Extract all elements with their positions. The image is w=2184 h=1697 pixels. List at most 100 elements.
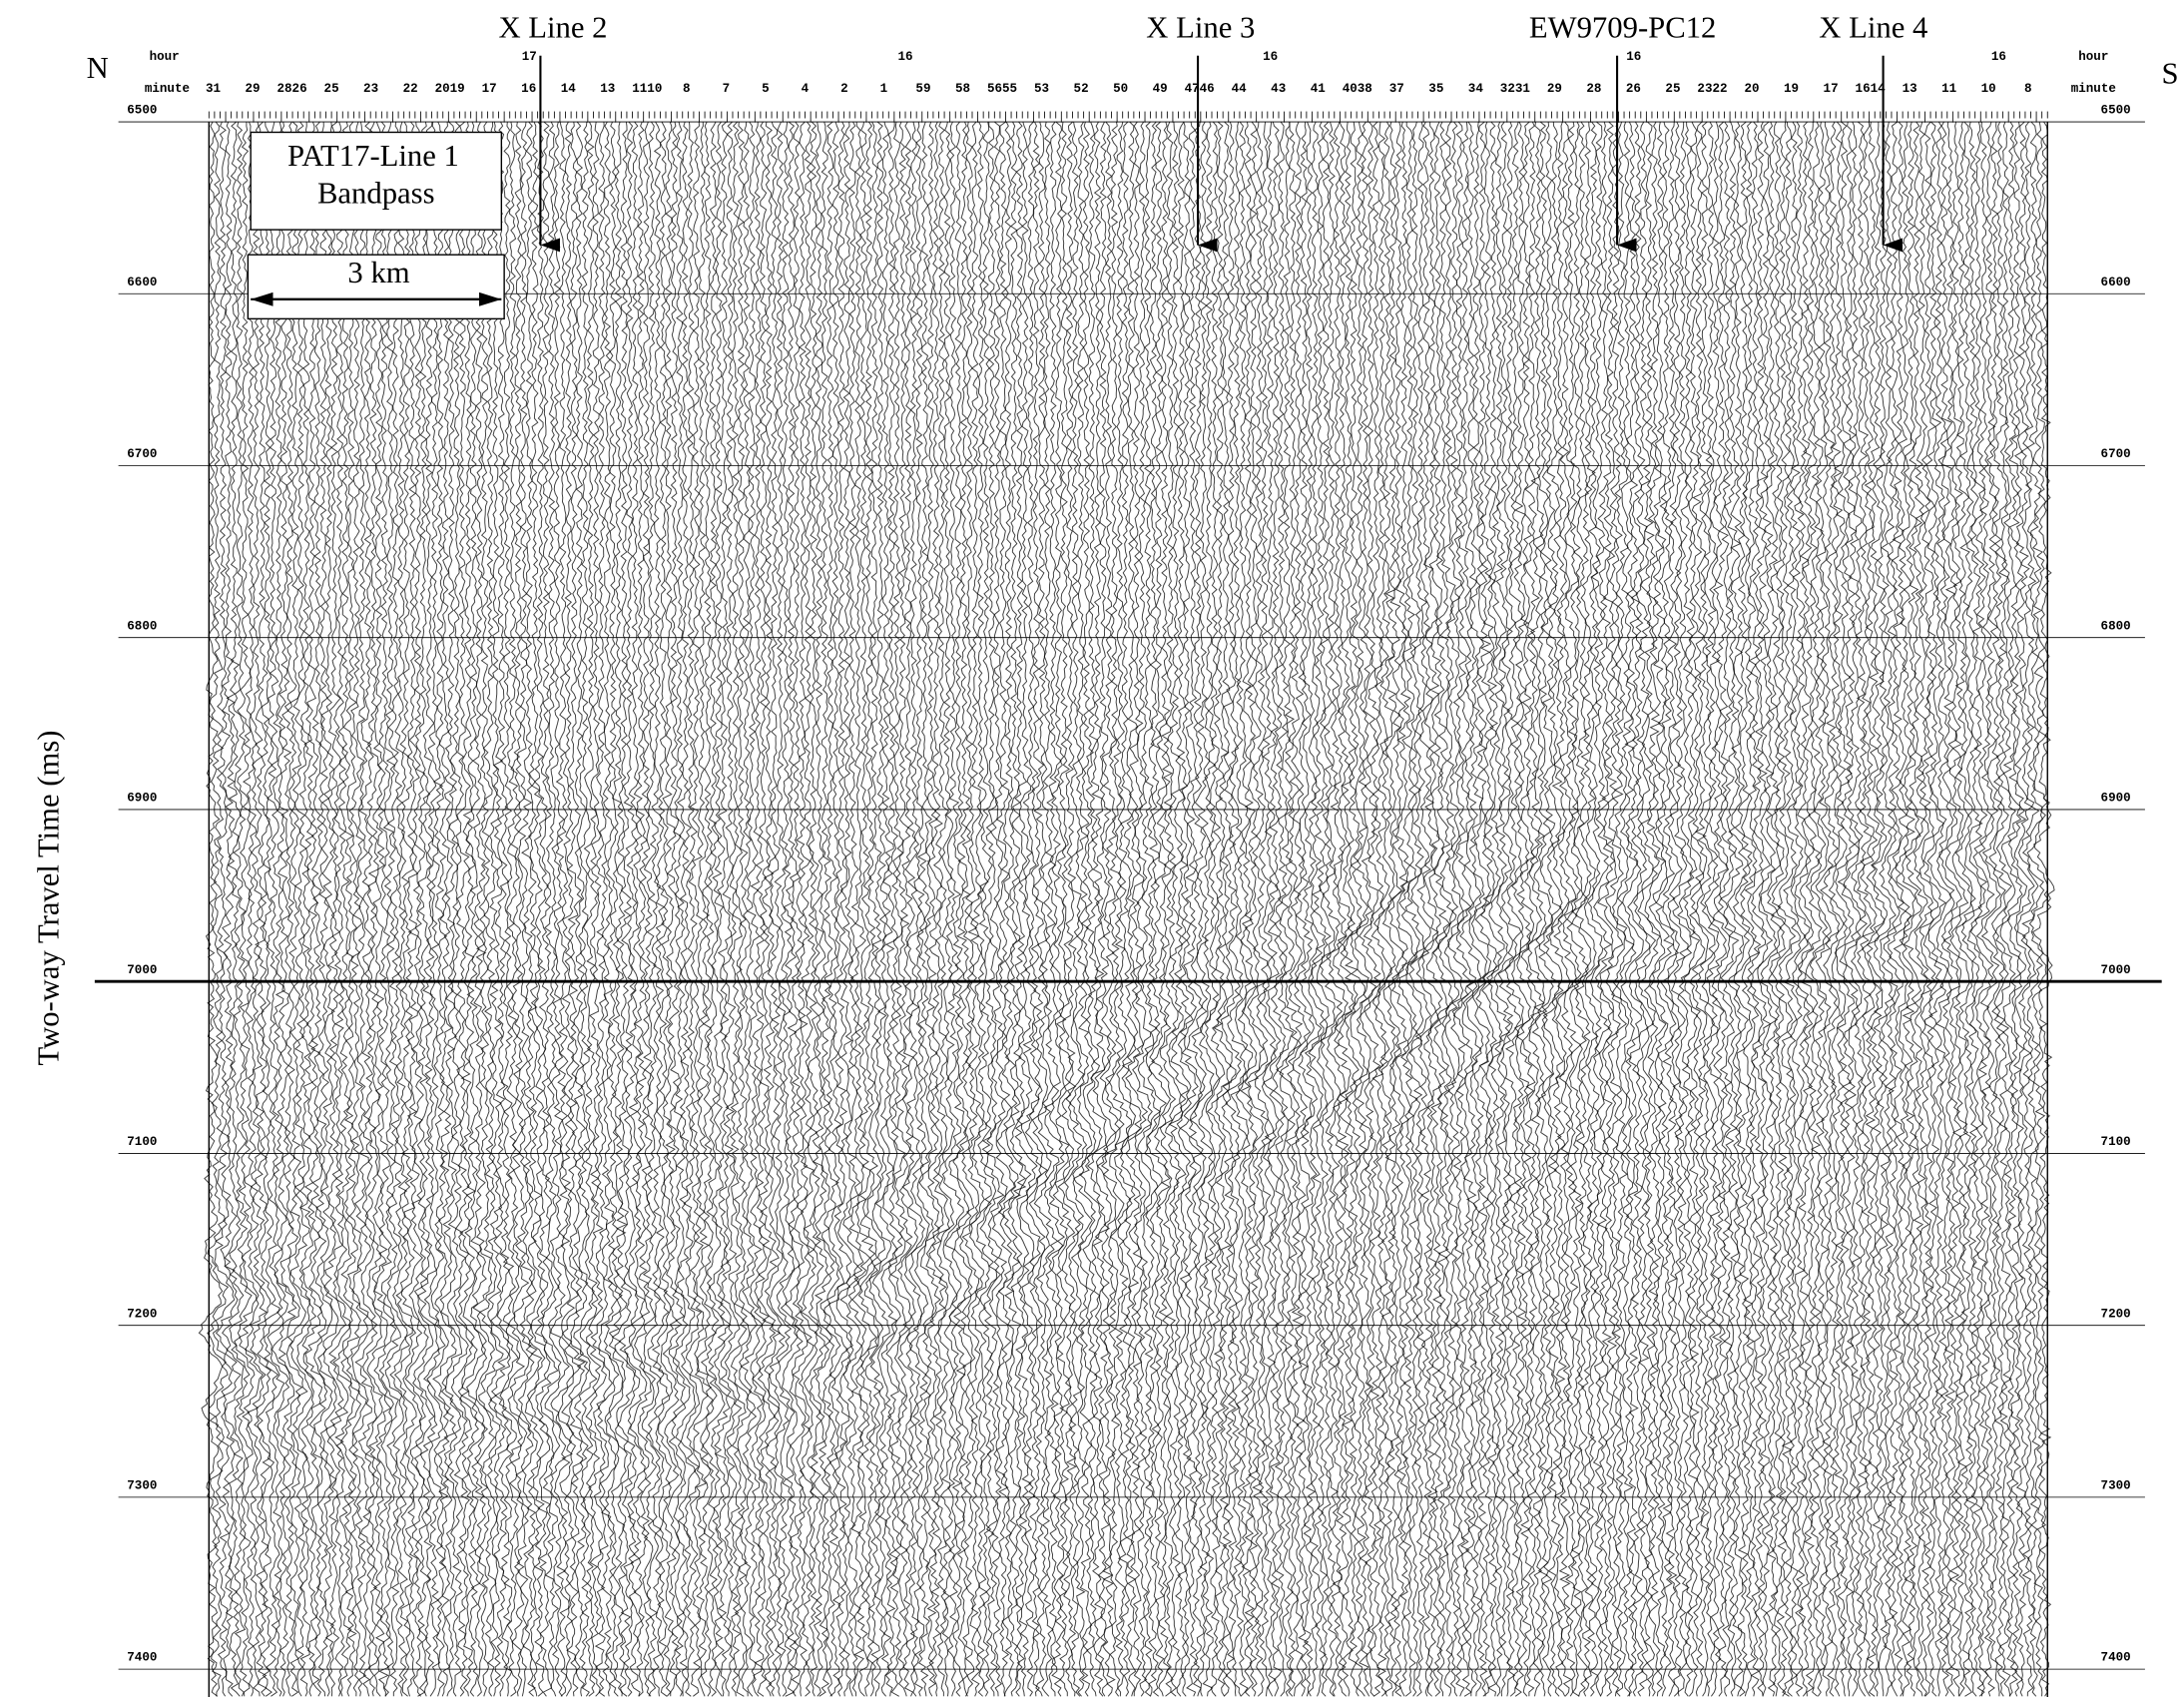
trace xyxy=(1137,121,1162,1697)
trace xyxy=(1504,121,1525,1697)
minute-value: 3231 xyxy=(1500,82,1530,96)
y-tick-label: 7200 xyxy=(127,1307,157,1321)
trace xyxy=(1688,121,1710,1697)
trace xyxy=(1538,121,1562,1697)
minute-value: 49 xyxy=(1153,82,1168,96)
hour-value: 16 xyxy=(897,50,912,64)
trace xyxy=(1949,121,1972,1697)
trace xyxy=(1942,121,1969,1697)
trace xyxy=(207,121,230,1697)
trace xyxy=(863,121,886,1697)
minute-value: 11 xyxy=(1941,82,1956,96)
trace xyxy=(1443,121,1464,1697)
trace xyxy=(764,121,786,1697)
trace xyxy=(1033,121,1060,1697)
trace xyxy=(1798,122,1823,1697)
trace xyxy=(494,121,519,1697)
trace xyxy=(749,122,768,1697)
trace xyxy=(1593,121,1616,1697)
trace xyxy=(1381,121,1405,1697)
trace xyxy=(1437,121,1460,1697)
trace xyxy=(2031,121,2055,1697)
trace xyxy=(1815,122,1841,1697)
trace xyxy=(730,121,753,1697)
trace xyxy=(1002,121,1027,1697)
y-tick-label: 6800 xyxy=(127,619,157,633)
trace xyxy=(332,121,356,1697)
trace xyxy=(596,121,620,1697)
trace xyxy=(1790,121,1811,1697)
trace xyxy=(1132,121,1153,1697)
trace xyxy=(1338,121,1360,1697)
trace xyxy=(1660,121,1683,1697)
trace xyxy=(952,121,975,1697)
trace xyxy=(1019,121,1042,1697)
trace xyxy=(1744,121,1767,1697)
minute-value: 52 xyxy=(1074,82,1089,96)
y-tick-label: 7000 xyxy=(2101,963,2131,977)
y-tick-label: 7200 xyxy=(2101,1307,2131,1321)
trace xyxy=(585,121,607,1697)
trace xyxy=(550,121,575,1697)
trace xyxy=(289,121,312,1697)
trace xyxy=(897,121,918,1697)
trace xyxy=(472,121,496,1697)
trace xyxy=(432,121,457,1697)
minute-value: 13 xyxy=(1903,82,1917,96)
trace xyxy=(579,121,602,1697)
trace xyxy=(1493,121,1514,1697)
trace xyxy=(606,121,628,1697)
minute-value: 17 xyxy=(1824,82,1839,96)
trace xyxy=(1574,122,1599,1697)
trace xyxy=(1333,121,1356,1697)
trace xyxy=(1850,121,1873,1697)
trace xyxy=(1655,121,1680,1697)
crossing-label: X Line 3 xyxy=(1146,11,1255,45)
axes: 6500 6500 6600 6600 6700 6700 6800 6800 6900 6900… xyxy=(94,104,2162,1697)
trace xyxy=(1119,121,1142,1697)
trace xyxy=(1857,121,1879,1697)
trace xyxy=(913,121,935,1697)
trace xyxy=(1421,122,1443,1697)
trace xyxy=(1633,121,1657,1697)
trace xyxy=(1903,121,1928,1697)
trace xyxy=(439,121,463,1697)
trace xyxy=(489,121,512,1697)
trace xyxy=(215,121,242,1697)
trace xyxy=(2026,121,2049,1697)
trace xyxy=(499,121,526,1697)
y-tick-label: 6700 xyxy=(127,447,157,461)
y-tick-label: 7000 xyxy=(127,963,157,977)
y-tick-label: 7100 xyxy=(127,1135,157,1149)
trace xyxy=(1159,121,1182,1697)
trace xyxy=(1350,121,1369,1697)
trace xyxy=(1293,121,1315,1697)
y-tick-label: 6700 xyxy=(2101,447,2131,461)
trace xyxy=(1287,121,1312,1697)
trace xyxy=(1975,121,2001,1697)
trace xyxy=(693,122,714,1697)
trace xyxy=(1391,121,1417,1697)
hour-label: hour xyxy=(2078,50,2108,64)
trace xyxy=(257,121,280,1697)
trace xyxy=(534,121,559,1697)
minute-value: 19 xyxy=(1784,82,1799,96)
trace xyxy=(1893,122,1916,1697)
trace xyxy=(623,121,648,1697)
trace xyxy=(1398,122,1420,1697)
trace xyxy=(1189,121,1215,1697)
minute-value: 44 xyxy=(1232,82,1248,96)
trace xyxy=(1151,121,1177,1697)
scale-box xyxy=(247,254,505,320)
trace xyxy=(1677,122,1701,1697)
trace xyxy=(1486,121,1511,1697)
trace xyxy=(1255,121,1277,1697)
trace xyxy=(768,121,793,1697)
trace xyxy=(1270,121,1295,1697)
trace xyxy=(1720,121,1744,1697)
south-label: S xyxy=(2162,57,2179,91)
trace xyxy=(1871,121,1897,1697)
legend-title: PAT17-Line 1 xyxy=(287,139,459,173)
